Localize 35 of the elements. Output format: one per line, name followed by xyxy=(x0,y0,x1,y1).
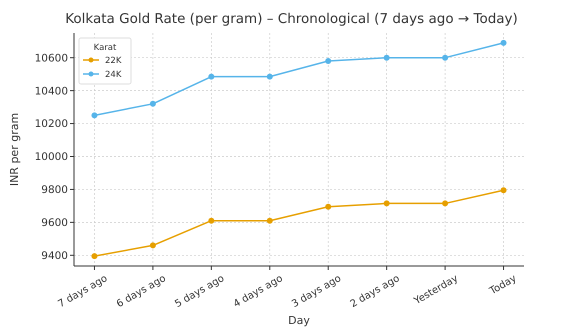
point xyxy=(442,200,448,206)
y-axis-title: INR per gram xyxy=(8,112,21,186)
point xyxy=(91,112,98,118)
x-tick-label: 7 days ago xyxy=(56,273,110,310)
x-tick-label: 5 days ago xyxy=(173,273,226,310)
point xyxy=(150,242,156,248)
legend-label: 24K xyxy=(105,70,122,80)
x-axis-title: Day xyxy=(288,314,310,327)
point xyxy=(325,204,332,210)
chart-title: Kolkata Gold Rate (per gram) – Chronological (7 days ago → Today) xyxy=(65,11,518,27)
y-tick-label: 10000 xyxy=(34,151,68,164)
y-tick-label: 10200 xyxy=(34,118,68,130)
x-tick-label: 3 days ago xyxy=(290,273,344,310)
x-tick-label: 2 days ago xyxy=(348,273,402,310)
point xyxy=(384,200,390,206)
y-tick-label: 9400 xyxy=(41,250,68,262)
x-tick-label: 6 days ago xyxy=(114,273,168,310)
point xyxy=(500,40,507,46)
point xyxy=(266,74,273,80)
x-tick-label: 4 days ago xyxy=(232,273,285,310)
point xyxy=(325,58,332,64)
point xyxy=(442,54,448,61)
y-tick-label: 9600 xyxy=(41,217,68,230)
point xyxy=(384,54,390,61)
point xyxy=(266,218,273,224)
legend-label: 22K xyxy=(105,56,122,66)
point xyxy=(500,187,507,194)
point xyxy=(208,218,214,224)
point xyxy=(208,74,214,80)
y-tick-label: 9800 xyxy=(41,184,68,196)
point xyxy=(150,100,156,107)
y-tick-label: 10400 xyxy=(34,85,68,98)
point xyxy=(91,253,98,260)
y-tick-label: 10600 xyxy=(34,52,68,64)
legend-title: Karat xyxy=(94,43,117,53)
